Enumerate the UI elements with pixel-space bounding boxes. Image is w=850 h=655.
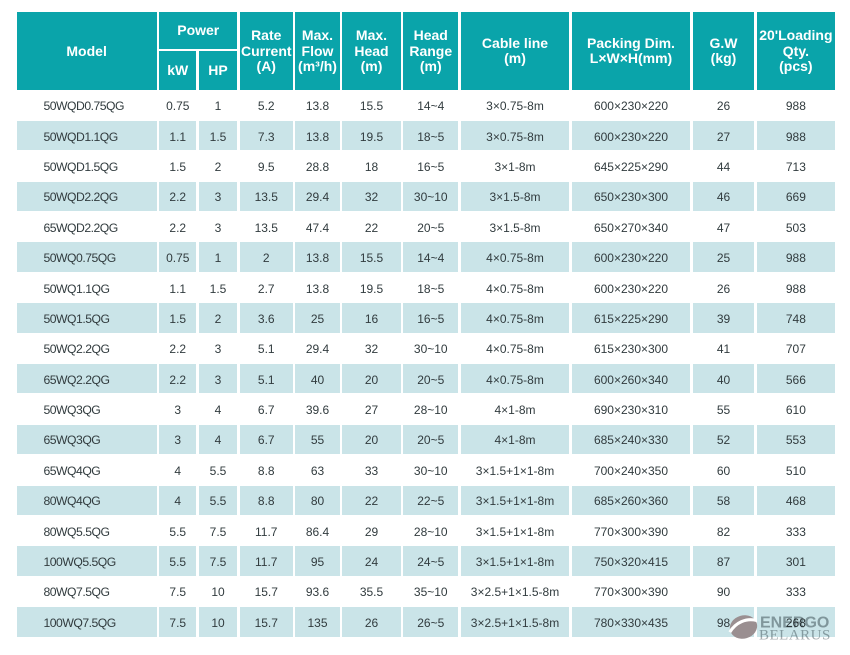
svg-text:ENERGO: ENERGO [760,614,829,631]
svg-text:BELARUS: BELARUS [759,628,831,644]
